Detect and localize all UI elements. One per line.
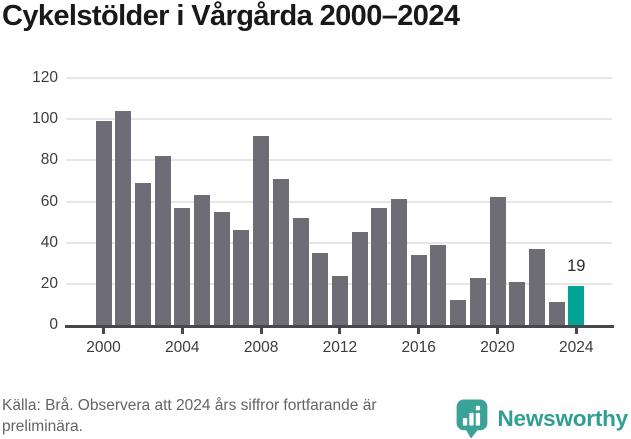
bar-2016: [410, 255, 427, 325]
x-axis-label: 2008: [243, 339, 279, 356]
bar-2007: [233, 230, 250, 325]
x-axis-label: 2012: [322, 339, 358, 356]
bar-2001: [115, 110, 132, 325]
x-axis-tick: [574, 328, 578, 334]
bar-2023: [548, 302, 565, 325]
bar-2004: [174, 207, 191, 325]
bar-2015: [391, 199, 407, 325]
bar-2005: [194, 195, 210, 325]
source-note-line2: preliminära.: [2, 418, 83, 435]
y-axis-label: 20: [40, 274, 58, 292]
bar-2012: [331, 275, 348, 325]
x-axis-label: 2000: [86, 339, 121, 356]
bar-value-label: 19: [567, 256, 586, 275]
x-axis-tick: [102, 328, 105, 334]
y-axis-label: 120: [32, 69, 58, 86]
y-axis-label: 0: [49, 316, 58, 333]
source-note-line1: Källa: Brå. Observera att 2024 års siffr…: [2, 397, 377, 414]
gridline: [66, 159, 612, 162]
x-axis-tick: [496, 328, 499, 334]
bar-2003: [154, 156, 171, 325]
x-axis-label: 2004: [165, 339, 200, 356]
newsworthy-logo-icon: [457, 399, 488, 439]
gridline: [66, 200, 612, 203]
y-axis-label: 60: [40, 192, 58, 210]
bar-2019: [469, 277, 486, 325]
bar-2006: [213, 211, 230, 325]
bar-2017: [430, 244, 447, 325]
bar-2008: [253, 135, 270, 325]
y-axis-label: 100: [32, 110, 58, 128]
bar-2014: [371, 207, 388, 325]
bar-2020: [489, 197, 506, 325]
gridline: [66, 241, 612, 244]
x-axis-tick: [338, 328, 342, 334]
x-axis-tick: [180, 328, 184, 334]
x-axis-label: 2020: [480, 339, 515, 356]
x-axis-label: 2024: [559, 339, 594, 356]
gridline: [66, 77, 612, 79]
newsworthy-logo: Newsworthy: [455, 398, 628, 439]
bar-2010: [292, 217, 309, 325]
bar-2002: [134, 182, 151, 325]
bar-2013: [351, 232, 368, 325]
bar-2000: [95, 121, 112, 325]
source-note: Källa: Brå. Observera att 2024 års siffr…: [2, 395, 376, 437]
x-axis-label: 2016: [401, 339, 436, 356]
newsworthy-logo-text: Newsworthy: [497, 405, 628, 431]
y-axis-label: 40: [40, 233, 58, 251]
chart-title: Cykelstölder i Vårgårda 2000–2024: [2, 0, 460, 32]
bar-2009: [272, 178, 289, 325]
y-axis-label: 80: [40, 151, 58, 169]
bar-2018: [450, 300, 467, 325]
bar-2011: [312, 252, 329, 325]
bar-2021: [509, 281, 526, 325]
x-axis-tick: [417, 328, 421, 334]
bar-2024: [568, 285, 585, 325]
x-axis-line: [65, 325, 614, 328]
gridline: [66, 118, 612, 121]
x-axis-tick: [259, 328, 263, 334]
bar-2022: [528, 248, 545, 325]
